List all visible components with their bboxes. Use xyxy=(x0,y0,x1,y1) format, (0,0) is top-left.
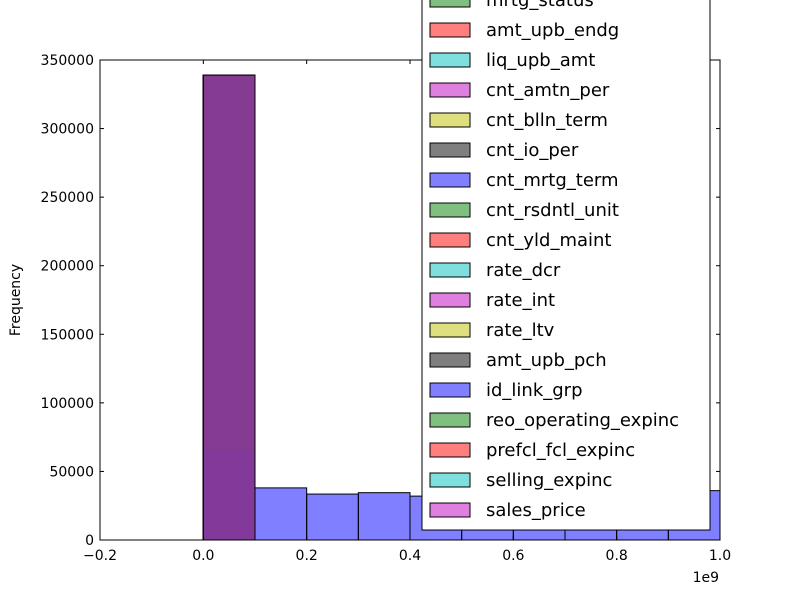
x-tick-label: 1.0 xyxy=(709,548,731,564)
y-tick-label: 50000 xyxy=(49,464,94,480)
x-tick-label: 0.0 xyxy=(192,548,214,564)
x-tick-label: −0.2 xyxy=(83,548,117,564)
legend-label-sales_price: sales_price xyxy=(486,500,586,521)
legend-swatch-reo_operating_expinc xyxy=(429,412,471,428)
y-tick-label: 200000 xyxy=(41,259,94,275)
bar-id_link_grp-bin-3 xyxy=(357,492,411,540)
legend-swatch-sales_price xyxy=(429,502,471,518)
legend-label-cnt_yld_maint: cnt_yld_maint xyxy=(486,230,611,251)
legend-label-id_link_grp: id_link_grp xyxy=(486,380,583,401)
bars-layer xyxy=(202,74,720,540)
y-tick-label: 100000 xyxy=(41,396,94,412)
y-axis-label: Frequency xyxy=(8,264,24,336)
y-axis: 0 50000 100000 150000 200000 250000 300000 3500… xyxy=(41,53,720,549)
bar-id_link_grp-bin-1 xyxy=(254,487,308,540)
legend-label-amt_upb_pch: amt_upb_pch xyxy=(486,350,607,371)
legend-swatch-rate_int xyxy=(429,292,471,308)
legend-label-mrtg_status: mrtg_status xyxy=(486,0,594,11)
legend-label-cnt_io_per: cnt_io_per xyxy=(486,140,579,161)
legend-swatch-cnt_io_per xyxy=(429,142,471,158)
bar-sales_price-bin-0 xyxy=(202,74,256,540)
legend-label-rate_dcr: rate_dcr xyxy=(486,260,561,281)
y-tick-label: 350000 xyxy=(41,53,94,69)
bar-id_link_grp-bin-2 xyxy=(306,493,359,540)
legend-label-cnt_amtn_per: cnt_amtn_per xyxy=(486,80,610,101)
x-axis: −0.2 0.0 0.2 0.4 0.6 0.8 1.0 xyxy=(83,60,731,564)
legend-label-rate_int: rate_int xyxy=(486,290,555,311)
legend-swatch-cnt_rsdntl_unit xyxy=(429,202,471,218)
legend-label-cnt_mrtg_term: cnt_mrtg_term xyxy=(486,170,619,191)
legend-swatch-amt_upb_endg xyxy=(429,22,471,38)
legend-swatch-id_link_grp xyxy=(429,382,471,398)
x-axis-offset-label: 1e9 xyxy=(693,570,719,586)
y-tick-label: 0 xyxy=(85,533,94,549)
y-tick-label: 250000 xyxy=(41,190,94,206)
legend-swatch-liq_upb_amt xyxy=(429,52,471,68)
legend-label-cnt_rsdntl_unit: cnt_rsdntl_unit xyxy=(486,200,619,221)
legend-swatch-cnt_amtn_per xyxy=(429,82,471,98)
legend-swatch-rate_dcr xyxy=(429,262,471,278)
legend-swatch-selling_expinc xyxy=(429,472,471,488)
legend-swatch-cnt_mrtg_term xyxy=(429,172,471,188)
x-tick-label: 0.6 xyxy=(502,548,524,564)
legend-label-prefcl_fcl_expinc: prefcl_fcl_expinc xyxy=(486,440,635,461)
legend-label-reo_operating_expinc: reo_operating_expinc xyxy=(486,410,679,431)
y-tick-label: 150000 xyxy=(41,327,94,343)
legend-label-cnt_blln_term: cnt_blln_term xyxy=(486,110,608,131)
legend-swatch-cnt_blln_term xyxy=(429,112,471,128)
legend-label-selling_expinc: selling_expinc xyxy=(486,470,612,491)
legend-label-rate_ltv: rate_ltv xyxy=(486,320,555,341)
legend: mrtg_status amt_upb_endg liq_upb_amt cnt_am… xyxy=(421,0,711,531)
x-tick-label: 0.4 xyxy=(399,548,421,564)
legend-swatch-mrtg_status xyxy=(429,0,471,8)
legend-label-liq_upb_amt: liq_upb_amt xyxy=(486,50,595,71)
legend-swatch-prefcl_fcl_expinc xyxy=(429,442,471,458)
x-tick-label: 0.8 xyxy=(606,548,628,564)
legend-swatch-rate_ltv xyxy=(429,322,471,338)
legend-label-amt_upb_endg: amt_upb_endg xyxy=(486,20,619,41)
legend-swatch-amt_upb_pch xyxy=(429,352,471,368)
y-tick-label: 300000 xyxy=(41,122,94,138)
legend-swatch-cnt_yld_maint xyxy=(429,232,471,248)
x-tick-label: 0.2 xyxy=(296,548,318,564)
